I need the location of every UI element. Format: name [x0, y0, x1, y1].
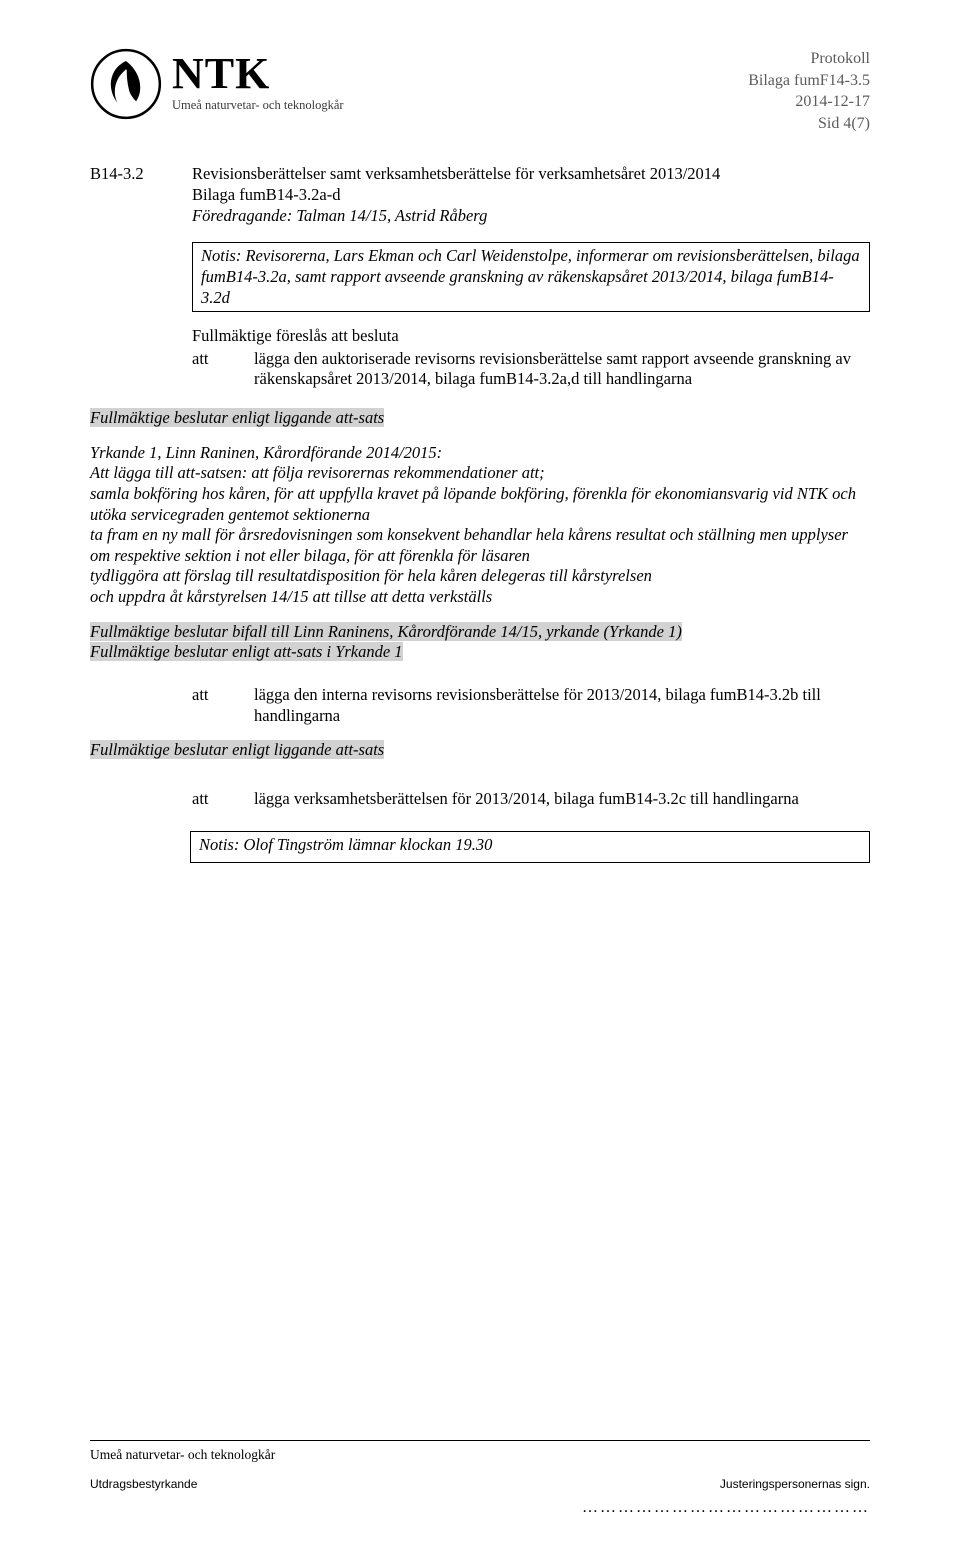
header-meta-line: 2014-12-17	[748, 91, 870, 113]
notis-box: Notis: Olof Tingström lämnar klockan 19.…	[190, 831, 870, 863]
att-clause: att lägga verksamhetsberättelsen för 201…	[192, 789, 870, 810]
page-footer: Umeå naturvetar- och teknologkår Utdrags…	[90, 1440, 870, 1517]
yrkande-line: samla bokföring hos kåren, för att uppfy…	[90, 484, 870, 525]
logo-block: NTK Umeå naturvetar- och teknologkår	[90, 48, 344, 120]
agenda-item-bilaga: Bilaga fumB14-3.2a-d	[192, 185, 870, 206]
footer-divider	[90, 1440, 870, 1441]
notis-box: Notis: Revisorerna, Lars Ekman och Carl …	[192, 242, 870, 312]
footer-org: Umeå naturvetar- och teknologkår	[90, 1447, 870, 1463]
signature-dots: …………………………………………	[90, 1499, 870, 1517]
decision-highlight: Fullmäktige beslutar enligt liggande att…	[90, 740, 384, 759]
agenda-item-title: Revisionsberättelser samt verksamhetsber…	[192, 164, 870, 185]
att-text: lägga den auktoriserade revisorns revisi…	[254, 349, 870, 390]
yrkande-line: Yrkande 1, Linn Raninen, Kårordförande 2…	[90, 443, 870, 464]
att-label: att	[192, 789, 254, 810]
logo-subtitle: Umeå naturvetar- och teknologkår	[172, 98, 344, 113]
header-meta-line: Sid 4(7)	[748, 113, 870, 135]
header-meta-line: Protokoll	[748, 48, 870, 70]
decision-highlight: Fullmäktige beslutar enligt liggande att…	[90, 408, 384, 427]
att-clause: att lägga den auktoriserade revisorns re…	[192, 349, 870, 390]
yrkande-line: ta fram en ny mall för årsredovisningen …	[90, 525, 870, 566]
yrkande-block: Yrkande 1, Linn Raninen, Kårordförande 2…	[90, 443, 870, 608]
att-text: lägga den interna revisorns revisionsber…	[254, 685, 870, 726]
decision-highlight: Fullmäktige beslutar bifall till Linn Ra…	[90, 622, 682, 641]
header-meta: Protokoll Bilaga fumF14-3.5 2014-12-17 S…	[748, 48, 870, 134]
yrkande-line: tydliggöra att förslag till resultatdisp…	[90, 566, 870, 587]
page-header: NTK Umeå naturvetar- och teknologkår Pro…	[90, 48, 870, 134]
yrkande-line: Att lägga till att-satsen: att följa rev…	[90, 463, 870, 484]
att-text: lägga verksamhetsberättelsen för 2013/20…	[254, 789, 870, 810]
footer-right-label: Justeringspersonernas sign.	[720, 1477, 870, 1491]
att-label: att	[192, 349, 254, 390]
att-clause: att lägga den interna revisorns revision…	[192, 685, 870, 726]
decision-highlight: Fullmäktige beslutar enligt att-sats i Y…	[90, 642, 403, 661]
footer-left-label: Utdragsbestyrkande	[90, 1477, 197, 1491]
yrkande-line: och uppdra åt kårstyrelsen 14/15 att til…	[90, 587, 870, 608]
logo-title: NTK	[172, 52, 344, 96]
foreslas-line: Fullmäktige föreslås att besluta	[192, 326, 870, 347]
foredragande-label: Föredragande:	[192, 206, 292, 225]
header-meta-line: Bilaga fumF14-3.5	[748, 70, 870, 92]
agenda-item-foredragande: Föredragande: Talman 14/15, Astrid Råber…	[192, 206, 870, 227]
att-label: att	[192, 685, 254, 726]
foredragande-name: Talman 14/15, Astrid Råberg	[296, 206, 487, 225]
leaf-logo-icon	[90, 48, 162, 120]
agenda-item-heading: B14-3.2 Revisionsberättelser samt verksa…	[90, 164, 870, 226]
agenda-item-label: B14-3.2	[90, 164, 192, 226]
